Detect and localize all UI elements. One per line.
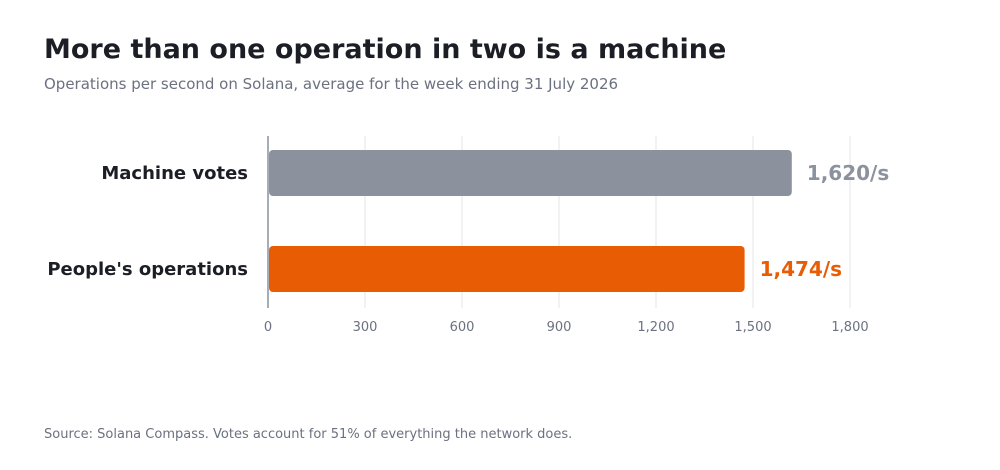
- x-tick-label: 900: [547, 320, 572, 335]
- chart-subtitle: Operations per second on Solana, average…: [44, 75, 619, 93]
- bars: [269, 150, 792, 292]
- source-note: Source: Solana Compass. Votes account fo…: [44, 427, 573, 442]
- bar: [269, 150, 792, 196]
- x-tick-label: 300: [353, 320, 378, 335]
- x-tick-label: 0: [264, 320, 272, 335]
- bar: [269, 246, 745, 292]
- x-tick-label: 1,200: [637, 320, 674, 335]
- chart-title: More than one operation in two is a mach…: [44, 34, 727, 65]
- x-tick-label: 1,800: [831, 320, 868, 335]
- x-tick-label: 1,500: [734, 320, 771, 335]
- axes: 0 300 600 900 1,200 1,500 1,800 Machine votes 1,…: [47, 136, 889, 335]
- x-tick-label: 600: [450, 320, 475, 335]
- value-label: 1,474/s: [760, 257, 842, 281]
- value-label: 1,620/s: [807, 161, 889, 185]
- category-label: Machine votes: [101, 163, 248, 184]
- category-label: People's operations: [47, 259, 248, 280]
